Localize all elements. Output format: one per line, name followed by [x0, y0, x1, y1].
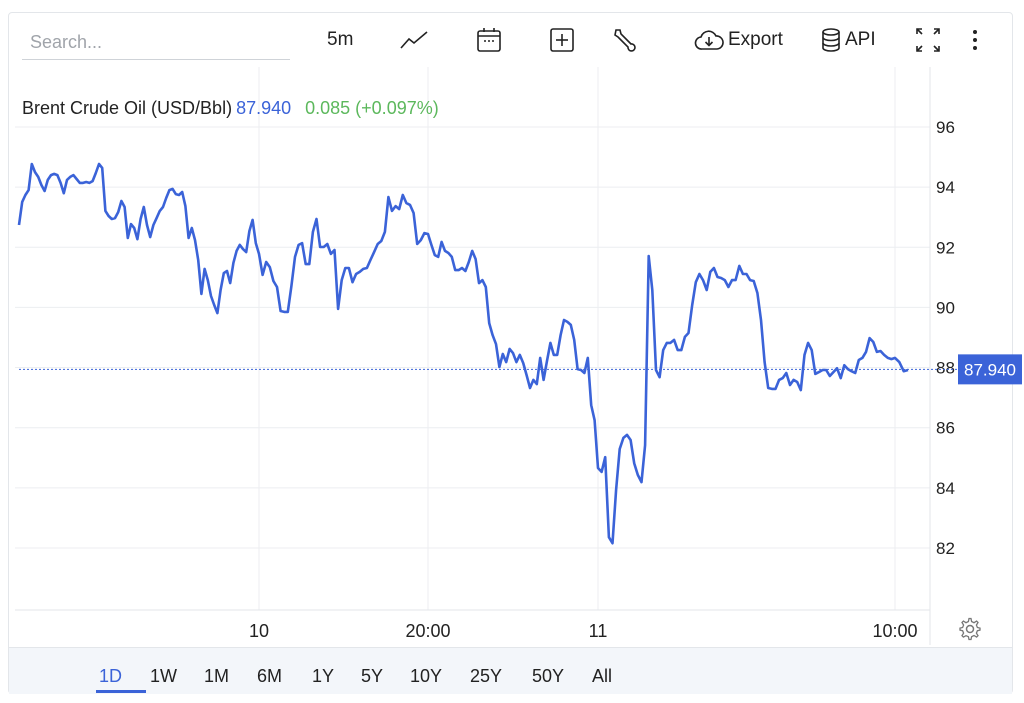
y-tick-label: 86: [936, 419, 955, 438]
x-tick-label: 10: [249, 621, 269, 641]
interval-label: 5m: [327, 29, 354, 50]
tools-button[interactable]: [612, 26, 638, 54]
legend-change: 0.085 (+0.097%): [305, 98, 439, 118]
expand-icon: [916, 28, 940, 52]
cloud-download-icon: [694, 30, 724, 50]
range-button-1y[interactable]: 1Y: [312, 666, 335, 686]
more-button[interactable]: [970, 26, 980, 54]
search-input[interactable]: [22, 26, 290, 60]
range-button-1w[interactable]: 1W: [150, 666, 177, 686]
y-tick-label: 82: [936, 539, 955, 558]
legend-price: 87.940: [236, 98, 292, 118]
chart-settings-button[interactable]: [958, 617, 982, 646]
price-series-line: [17, 162, 909, 545]
export-label: Export: [728, 29, 783, 50]
wrench-icon: [614, 29, 636, 52]
export-button[interactable]: Export: [694, 26, 783, 54]
y-tick-label: 84: [936, 479, 955, 498]
date-range-button[interactable]: [476, 26, 502, 54]
range-button-1d[interactable]: 1D: [99, 666, 123, 686]
y-tick-label: 90: [936, 298, 955, 317]
x-tick-label: 11: [589, 621, 608, 641]
range-button-6m[interactable]: 6M: [257, 666, 283, 686]
chart-type-button[interactable]: [400, 26, 428, 54]
range-button-1m[interactable]: 1M: [204, 666, 230, 686]
y-tick-label: 94: [936, 178, 955, 197]
api-label: API: [845, 29, 876, 50]
line-chart-icon: [400, 31, 428, 49]
range-button-10y[interactable]: 10Y: [410, 666, 443, 686]
more-vertical-icon: [973, 30, 977, 50]
y-tick-label: 88: [936, 359, 955, 378]
x-tick-label: 20:00: [405, 621, 450, 641]
add-indicator-button[interactable]: [549, 26, 575, 54]
last-price-tag-label: 87.940: [964, 360, 1016, 379]
api-button[interactable]: API: [821, 26, 876, 54]
instrument-name: Brent Crude Oil (USD/Bbl): [22, 98, 233, 118]
interval-button[interactable]: 5m: [327, 26, 353, 54]
chart-legend: Brent Crude Oil (USD/Bbl) 87.940 0.085 (+0…: [22, 98, 439, 119]
range-button-50y[interactable]: 50Y: [532, 666, 565, 686]
database-icon: [822, 28, 840, 52]
last-price-tag: [958, 354, 1022, 385]
active-range-indicator: [96, 690, 146, 693]
y-tick-label: 92: [936, 238, 955, 257]
range-button-all[interactable]: All: [592, 666, 613, 686]
plus-square-icon: [550, 28, 574, 52]
range-button-5y[interactable]: 5Y: [361, 666, 384, 686]
calendar-icon: [477, 28, 501, 52]
gear-icon: [959, 617, 981, 641]
x-tick-label: 10:00: [872, 621, 917, 641]
range-selector: 1D 1W 1M 6M 1Y 5Y 10Y 25Y 50Y All: [9, 647, 1012, 694]
fullscreen-button[interactable]: [915, 26, 941, 54]
y-tick-label: 96: [936, 118, 955, 137]
range-button-25y[interactable]: 25Y: [470, 666, 503, 686]
